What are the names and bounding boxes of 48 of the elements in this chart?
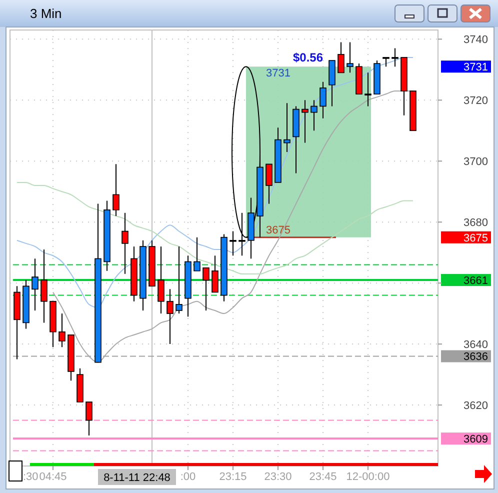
- candlestick: [40, 249, 48, 324]
- candlestick: [86, 401, 92, 436]
- x-tick-label: :00: [180, 471, 196, 483]
- y-tick-label: 3640: [464, 339, 488, 352]
- candlestick: [310, 100, 318, 132]
- band-label: $0.56: [293, 50, 324, 65]
- candlestick: [58, 313, 66, 348]
- x-tick-label: 23:30: [264, 471, 292, 483]
- candlestick: [392, 48, 398, 68]
- x-tick-label: 23:45: [309, 471, 337, 483]
- y-tick-label: 3620: [464, 400, 488, 412]
- candlestick: [212, 255, 218, 293]
- candlestick: [176, 246, 182, 314]
- candlestick: [112, 164, 120, 216]
- candlestick: [122, 212, 128, 274]
- annotation: 3675: [266, 224, 290, 236]
- text: :30: [23, 471, 38, 483]
- candlestick: [338, 42, 344, 74]
- y-tick-label: 3720: [464, 95, 488, 108]
- candlestick: [194, 236, 200, 272]
- x-tick-label: 04:45: [39, 471, 67, 483]
- y-tick-label: 3680: [464, 217, 488, 230]
- candlestick: [266, 164, 272, 204]
- ref-line-label: 3609: [464, 434, 488, 446]
- candlestick: [382, 56, 390, 68]
- text: 3731: [464, 62, 488, 74]
- candlestick: [158, 246, 164, 314]
- candlestick: [230, 230, 236, 256]
- candlestick: [166, 288, 174, 345]
- text: 8-11-11 22:48: [104, 472, 170, 484]
- candlestick: [284, 102, 290, 152]
- candlestick: [364, 72, 372, 107]
- chart-title: 3 Min: [30, 6, 62, 21]
- candlestick: [202, 267, 210, 312]
- x-tick-label: 12-00:00: [346, 471, 390, 483]
- candlestick: [32, 258, 38, 312]
- line-series: [16, 182, 414, 274]
- x-tick-label: 23:15: [219, 471, 247, 483]
- candlestick: [320, 81, 326, 119]
- ref-line-label: 3661: [464, 275, 488, 288]
- annotation: 3731: [266, 68, 290, 80]
- y-tick-label: 3700: [464, 156, 488, 168]
- text: 3675: [464, 232, 488, 244]
- candlestick: [238, 212, 246, 256]
- candlestick: [346, 42, 354, 74]
- candlestick: [302, 100, 308, 144]
- y-tick-label: 3740: [464, 34, 488, 46]
- ref-line-label: 3636: [464, 351, 488, 364]
